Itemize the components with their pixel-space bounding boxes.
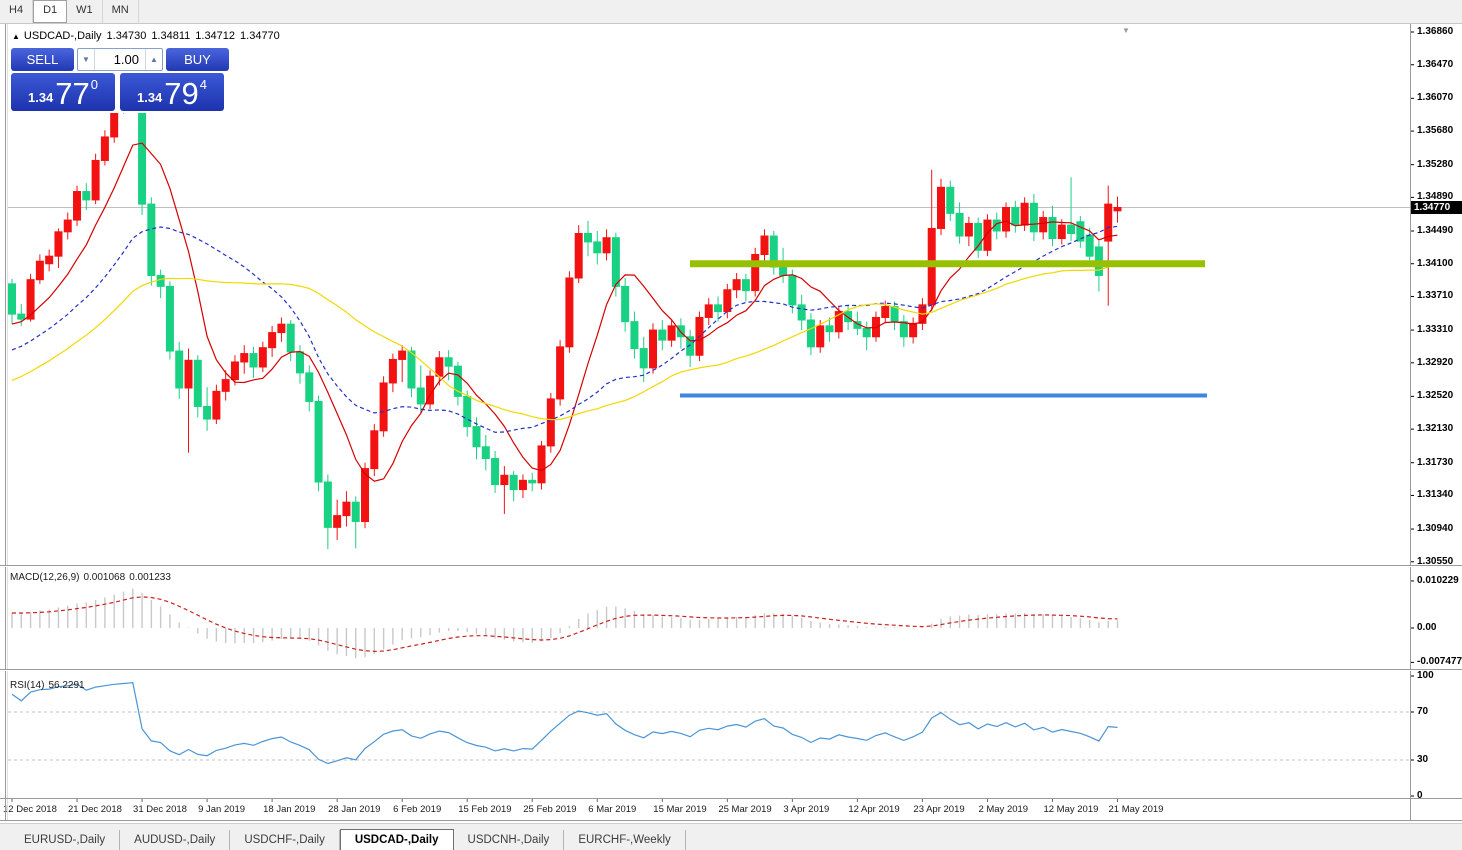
symbol-tab-bar: EURUSD-,Daily AUDUSD-,Daily USDCHF-,Daily U… bbox=[0, 823, 1462, 850]
volume-increase-icon[interactable]: ▲ bbox=[145, 49, 162, 70]
quote-high: 1.34811 bbox=[151, 30, 191, 42]
quote-open: 1.34730 bbox=[106, 30, 147, 42]
chart-tab-usdchf-daily[interactable]: USDCHF-,Daily bbox=[230, 830, 340, 850]
macd-name: MACD(12,26,9) bbox=[10, 572, 80, 583]
macd-value-main: 0.001068 bbox=[83, 572, 126, 583]
tabbar-separator bbox=[0, 820, 1462, 821]
rsi-name: RSI(14) bbox=[10, 680, 45, 691]
sell-price-sup: 0 bbox=[90, 77, 99, 92]
rsi-panel-separator-hl bbox=[0, 670, 1462, 671]
timeframe-button-d1[interactable]: D1 bbox=[33, 0, 68, 23]
sell-price-prefix: 1.34 bbox=[27, 90, 54, 105]
rsi-indicator-label: RSI(14) 56.2291 bbox=[10, 680, 89, 691]
price-axis-separator bbox=[1410, 24, 1411, 821]
timeframe-button-h4[interactable]: H4 bbox=[0, 0, 34, 23]
chart-tab-eurusd-daily[interactable]: EURUSD-,Daily bbox=[10, 830, 121, 850]
macd-panel-separator-hl bbox=[0, 566, 1462, 567]
timeframe-toolbar: H4 D1 W1 MN bbox=[0, 0, 1462, 24]
buy-button[interactable]: BUY bbox=[166, 48, 229, 71]
buy-price-big: 79 bbox=[164, 76, 199, 111]
date-axis-separator bbox=[0, 798, 1462, 799]
buy-price-display[interactable]: 1.34 79 4 bbox=[120, 73, 224, 111]
quote-low: 1.34712 bbox=[195, 30, 236, 42]
chart-tab-eurchf-weekly[interactable]: EURCHF-,Weekly bbox=[564, 830, 686, 850]
sell-price-display[interactable]: 1.34 77 0 bbox=[11, 73, 115, 111]
current-price-flag: 1.34770 bbox=[1411, 200, 1462, 214]
collapse-arrow-icon[interactable]: ▲ bbox=[12, 32, 20, 41]
window-left-border bbox=[5, 24, 6, 820]
window-left-border-inner bbox=[7, 24, 8, 820]
rsi-panel-separator[interactable] bbox=[0, 669, 1462, 670]
macd-value-signal: 0.001233 bbox=[129, 572, 171, 583]
buy-price-prefix: 1.34 bbox=[136, 90, 163, 105]
chart-tab-usdcad-daily[interactable]: USDCAD-,Daily bbox=[339, 829, 454, 850]
buy-price-sup: 4 bbox=[199, 77, 208, 92]
timeframe-button-mn[interactable]: MN bbox=[103, 0, 139, 23]
sell-button[interactable]: SELL bbox=[11, 48, 74, 71]
volume-decrease-icon[interactable]: ▼ bbox=[78, 49, 95, 70]
rsi-value: 56.2291 bbox=[48, 680, 85, 691]
volume-stepper: ▼ 1.00 ▲ bbox=[77, 48, 163, 71]
macd-indicator-label: MACD(12,26,9) 0.001068 0.001233 bbox=[10, 572, 175, 583]
chart-symbol-label: USDCAD-,Daily bbox=[23, 30, 102, 42]
macd-panel-separator[interactable] bbox=[0, 565, 1462, 566]
quote-close: 1.34770 bbox=[240, 30, 280, 42]
one-click-trade-panel: SELL ▼ 1.00 ▲ BUY 1.34 77 0 1.34 79 4 bbox=[9, 46, 231, 113]
chart-title: ▲ USDCAD-,Daily 1.34730 1.34811 1.34712 1.347… bbox=[12, 30, 285, 42]
volume-input[interactable]: 1.00 bbox=[113, 52, 139, 67]
timeframe-button-w1[interactable]: W1 bbox=[67, 0, 103, 23]
chart-shift-marker-icon[interactable]: ▼ bbox=[1122, 26, 1130, 35]
chart-tab-audusd-daily[interactable]: AUDUSD-,Daily bbox=[120, 830, 231, 850]
sell-price-big: 77 bbox=[55, 76, 90, 111]
chart-tab-usdcnh-daily[interactable]: USDCNH-,Daily bbox=[454, 830, 565, 850]
